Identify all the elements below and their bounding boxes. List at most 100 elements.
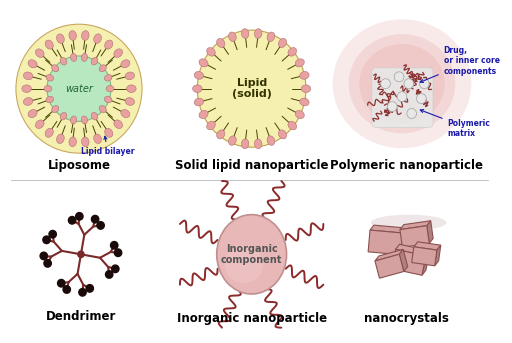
Ellipse shape (121, 109, 130, 118)
Ellipse shape (35, 49, 44, 57)
Text: Inorganic nanoparticle: Inorganic nanoparticle (177, 312, 327, 325)
Circle shape (407, 108, 417, 118)
Text: Lipid bilayer: Lipid bilayer (81, 136, 135, 156)
Ellipse shape (24, 98, 33, 105)
Ellipse shape (81, 31, 89, 40)
Text: Lipid
(solid): Lipid (solid) (232, 78, 271, 99)
Text: Inorganic
component: Inorganic component (221, 244, 282, 265)
Ellipse shape (194, 98, 204, 106)
Polygon shape (414, 242, 441, 250)
Ellipse shape (24, 72, 33, 80)
Ellipse shape (228, 32, 236, 42)
Ellipse shape (106, 85, 114, 92)
Polygon shape (392, 249, 426, 275)
Text: water: water (65, 84, 93, 94)
Circle shape (397, 92, 407, 102)
Circle shape (44, 260, 51, 267)
Ellipse shape (300, 98, 309, 106)
Ellipse shape (44, 85, 52, 92)
Ellipse shape (224, 245, 263, 283)
Polygon shape (401, 228, 407, 255)
Ellipse shape (295, 110, 304, 119)
Circle shape (40, 252, 48, 260)
Polygon shape (422, 251, 430, 275)
Ellipse shape (104, 40, 113, 49)
Ellipse shape (359, 44, 444, 123)
Ellipse shape (56, 134, 65, 143)
Ellipse shape (199, 110, 208, 119)
Ellipse shape (125, 98, 135, 105)
Ellipse shape (279, 130, 287, 139)
Ellipse shape (81, 116, 88, 124)
Circle shape (86, 285, 93, 292)
Circle shape (49, 230, 56, 238)
Text: nanocrystals: nanocrystals (365, 312, 449, 325)
Polygon shape (399, 249, 408, 272)
Ellipse shape (217, 215, 287, 294)
Ellipse shape (254, 139, 262, 149)
Circle shape (43, 236, 50, 244)
Ellipse shape (279, 38, 287, 47)
Ellipse shape (194, 72, 204, 79)
Ellipse shape (199, 59, 208, 67)
Ellipse shape (217, 38, 225, 47)
Ellipse shape (104, 128, 113, 137)
Ellipse shape (28, 60, 37, 68)
Ellipse shape (81, 54, 88, 61)
Polygon shape (396, 244, 430, 256)
Ellipse shape (56, 34, 65, 43)
Ellipse shape (71, 116, 77, 124)
Ellipse shape (52, 65, 59, 72)
Circle shape (78, 251, 84, 258)
Polygon shape (400, 221, 431, 229)
Ellipse shape (300, 72, 309, 79)
Ellipse shape (94, 134, 101, 143)
Polygon shape (370, 225, 407, 233)
Circle shape (114, 249, 122, 257)
Ellipse shape (207, 48, 216, 56)
Circle shape (388, 102, 397, 111)
Circle shape (105, 271, 113, 278)
Ellipse shape (60, 113, 67, 120)
Circle shape (92, 215, 99, 223)
Ellipse shape (99, 65, 106, 72)
Ellipse shape (241, 29, 249, 38)
FancyBboxPatch shape (372, 68, 433, 127)
Ellipse shape (45, 128, 53, 137)
Polygon shape (368, 230, 403, 255)
Circle shape (419, 79, 429, 89)
Ellipse shape (71, 54, 77, 61)
Ellipse shape (46, 96, 54, 103)
Text: Polymeric
matrix: Polymeric matrix (420, 110, 490, 138)
Circle shape (112, 265, 119, 273)
Ellipse shape (60, 57, 67, 65)
Ellipse shape (126, 85, 136, 93)
Ellipse shape (301, 85, 311, 93)
Ellipse shape (16, 24, 142, 153)
Ellipse shape (104, 96, 112, 103)
Ellipse shape (197, 30, 306, 147)
Circle shape (69, 216, 76, 224)
Ellipse shape (254, 29, 262, 38)
Circle shape (111, 241, 118, 249)
Ellipse shape (193, 85, 202, 93)
Ellipse shape (217, 130, 225, 139)
Ellipse shape (52, 106, 59, 113)
Circle shape (417, 94, 426, 104)
Ellipse shape (267, 32, 275, 42)
Polygon shape (375, 249, 403, 261)
Ellipse shape (99, 106, 106, 113)
Circle shape (57, 280, 65, 287)
Ellipse shape (288, 121, 296, 130)
Circle shape (79, 288, 86, 296)
Circle shape (97, 222, 104, 229)
Ellipse shape (35, 120, 44, 129)
Circle shape (63, 286, 71, 293)
Ellipse shape (241, 139, 249, 149)
Polygon shape (400, 226, 429, 247)
Ellipse shape (114, 120, 122, 129)
Text: Drug,
or inner core
components: Drug, or inner core components (420, 46, 500, 82)
Ellipse shape (81, 137, 89, 147)
Text: Dendrimer: Dendrimer (46, 310, 116, 323)
Polygon shape (375, 254, 404, 278)
